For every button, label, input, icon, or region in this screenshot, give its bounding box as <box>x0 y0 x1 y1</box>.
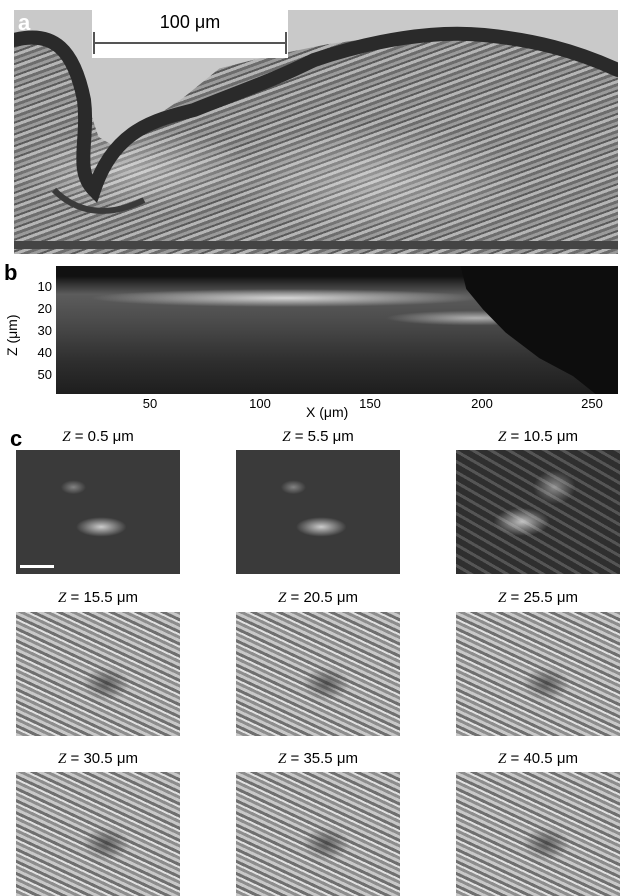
x-tick-label: 50 <box>142 396 158 411</box>
tile-depth-label: Z = 20.5 μm <box>278 589 358 606</box>
scale-bar-label: 100 μm <box>159 12 221 32</box>
scale-bar-tick-left <box>93 32 95 54</box>
scale-bar <box>93 42 287 44</box>
y-tick-label: 10 <box>37 279 52 294</box>
tile-depth-label: Z = 40.5 μm <box>498 750 578 767</box>
y-tick-label: 40 <box>37 345 52 360</box>
tile-depth-label: Z = 15.5 μm <box>58 589 138 606</box>
z-axis-label: Z (μm) <box>4 314 20 357</box>
x-tick-label: 100 <box>249 396 271 411</box>
x-tick-label: 200 <box>471 396 493 411</box>
y-tick-label: 30 <box>37 323 52 338</box>
section-image-tile <box>456 612 620 736</box>
section-image-tile <box>456 772 620 896</box>
tile-scale-bar <box>20 565 54 568</box>
tile-depth-label: Z = 25.5 μm <box>498 589 578 606</box>
y-tick-label: 20 <box>37 301 52 316</box>
panel-a-letter: a <box>18 10 31 35</box>
section-image-tile <box>456 450 620 574</box>
tile-depth-label: Z = 0.5 μm <box>62 428 134 445</box>
tile-depth-label: Z = 30.5 μm <box>58 750 138 767</box>
tile-depth-label: Z = 35.5 μm <box>278 750 358 767</box>
panel-c-letter: c <box>10 426 23 451</box>
section-image-tile <box>16 450 180 574</box>
y-tick-label: 50 <box>37 367 52 382</box>
scale-bar-background <box>92 10 288 58</box>
x-axis-label: X (μm) <box>306 404 349 420</box>
panel-b-letter: b <box>4 260 18 285</box>
section-image-tile <box>236 450 400 574</box>
xz-section-image <box>56 266 618 394</box>
section-image-tile <box>16 772 180 896</box>
x-tick-label: 250 <box>581 396 603 411</box>
tile-depth-label: Z = 10.5 μm <box>498 428 578 445</box>
epidermis-outline <box>14 26 618 249</box>
x-tick-label: 150 <box>359 396 381 411</box>
section-image-tile <box>236 612 400 736</box>
tile-depth-label: Z = 5.5 μm <box>282 428 354 445</box>
scale-bar-tick-right <box>285 32 287 54</box>
outside-tissue-region <box>460 266 618 394</box>
section-image-tile <box>236 772 400 896</box>
section-image-tile <box>16 612 180 736</box>
